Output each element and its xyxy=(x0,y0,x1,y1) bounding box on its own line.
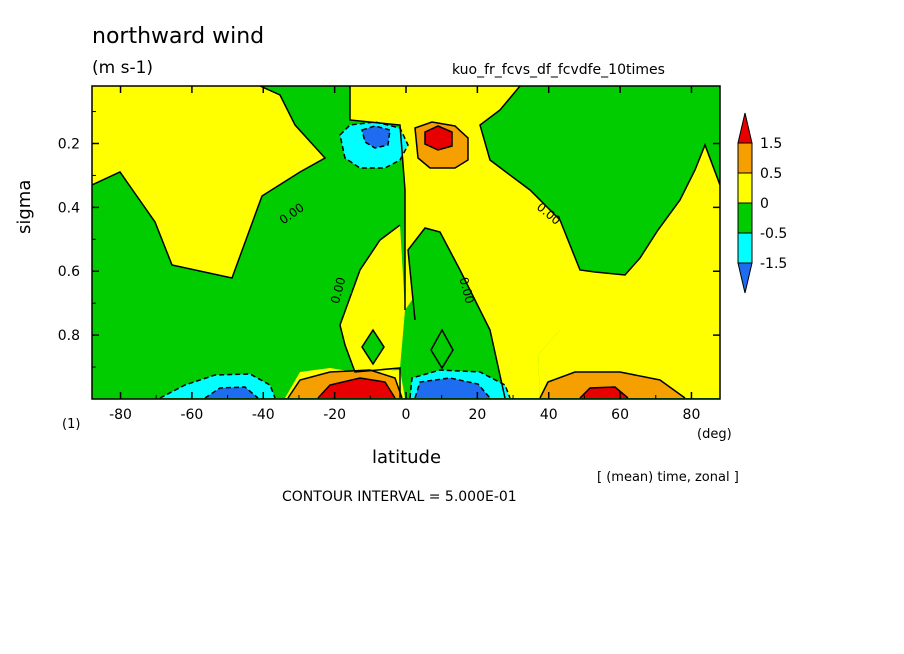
contour-zero-west xyxy=(92,86,327,279)
x-tick-label: -60 xyxy=(180,407,203,423)
contour-upper-pos-inner xyxy=(424,125,453,151)
region-neg-upper-core xyxy=(362,126,390,148)
contour-lines-negative xyxy=(159,121,511,399)
contour-label-text: 0.00 xyxy=(456,276,476,305)
contour-lines xyxy=(92,86,720,399)
run-name: kuo_fr_fcvs_df_fcvdfe_10times xyxy=(452,62,665,78)
contour-zero-lower-left xyxy=(339,324,401,398)
region-pos-surface-sh-core xyxy=(318,378,395,398)
region-positive-tongue xyxy=(340,225,405,375)
contour-surface-nh-neg xyxy=(409,369,511,399)
region-pos-surface-midlat-core xyxy=(580,387,628,398)
contour-upper-pos xyxy=(414,121,469,169)
x-tick-label: 0 xyxy=(402,407,411,423)
colorbar-label: -1.5 xyxy=(760,256,787,272)
y-tick-label: 0.2 xyxy=(58,136,80,152)
contour-interval: CONTOUR INTERVAL = 5.000E-01 xyxy=(282,489,517,505)
contour-surface-nh-neg-inner xyxy=(414,377,491,399)
panel-number: (1) xyxy=(62,417,81,432)
contour-surface-sh-pos xyxy=(287,369,403,399)
colorbar-label: 0 xyxy=(760,196,769,212)
x-axis-unit: (deg) xyxy=(697,427,732,442)
x-tick-label: 80 xyxy=(683,407,701,423)
contour-zero-tongue xyxy=(407,227,506,399)
contour-upper-neg xyxy=(339,121,409,169)
region-positive-small xyxy=(388,110,408,118)
contour-label: 0.00 xyxy=(456,276,476,305)
y-axis: 0.2 0.4 0.6 0.8 xyxy=(58,111,720,368)
x-tick-label: 60 xyxy=(611,407,629,423)
colorbar-segment xyxy=(737,202,753,234)
contour-surface-midlat-neg-inner xyxy=(204,386,259,399)
contour-upper-neg-inner xyxy=(361,125,391,149)
contour-label-text: 0.00 xyxy=(328,276,348,305)
colorbar-segment xyxy=(737,232,753,264)
colorbar-label: 0.5 xyxy=(760,166,782,182)
colorbar-label: -0.5 xyxy=(760,226,787,242)
contour-label: 0.00 xyxy=(328,276,348,305)
x-tick-label: 20 xyxy=(468,407,486,423)
region-neg-surface-midlat-core xyxy=(205,387,258,398)
y-tick-label: 0.4 xyxy=(58,200,80,216)
colorbar-segment xyxy=(737,142,753,174)
x-tick-label: -80 xyxy=(109,407,132,423)
chart-units: (m s-1) xyxy=(92,58,154,78)
x-axis: -80 -60 -40 -20 0 20 40 60 80 xyxy=(109,86,700,423)
colorbar-top-arrow xyxy=(737,112,753,144)
chart-title: northward wind xyxy=(92,24,265,49)
contour-zero-center-left xyxy=(349,86,406,310)
region-green-center xyxy=(405,300,420,328)
x-tick-label: -20 xyxy=(323,407,346,423)
contour-fill-layer xyxy=(92,86,720,399)
colorbar-segment xyxy=(737,172,753,204)
contour-surface-nh-pos xyxy=(539,371,686,399)
region-pos-upper-core xyxy=(425,126,452,150)
colorbar-label: 1.5 xyxy=(760,136,782,152)
region-positive-west xyxy=(92,86,325,278)
contour-diamond-left xyxy=(361,328,385,366)
contour-zero-tongue-left xyxy=(339,224,401,326)
x-tick-label: 40 xyxy=(540,407,558,423)
y-tick-label: 0.6 xyxy=(58,264,80,280)
y-tick-label: 0.8 xyxy=(58,328,80,344)
colorbar: 1.5 0.5 0 -0.5 -1.5 xyxy=(737,112,787,294)
colorbar-bottom-arrow xyxy=(737,262,753,294)
region-positive-center xyxy=(350,86,580,398)
contour-diamond-right xyxy=(430,328,454,370)
mean-note: [ (mean) time, zonal ] xyxy=(597,470,739,485)
contour-surface-sh-pos-inner xyxy=(317,377,396,399)
x-axis-label: latitude xyxy=(372,447,442,468)
contour-surface-nh-pos-inner xyxy=(579,386,629,399)
x-tick-label: -40 xyxy=(252,407,275,423)
contour-zero-center-right xyxy=(479,86,720,276)
